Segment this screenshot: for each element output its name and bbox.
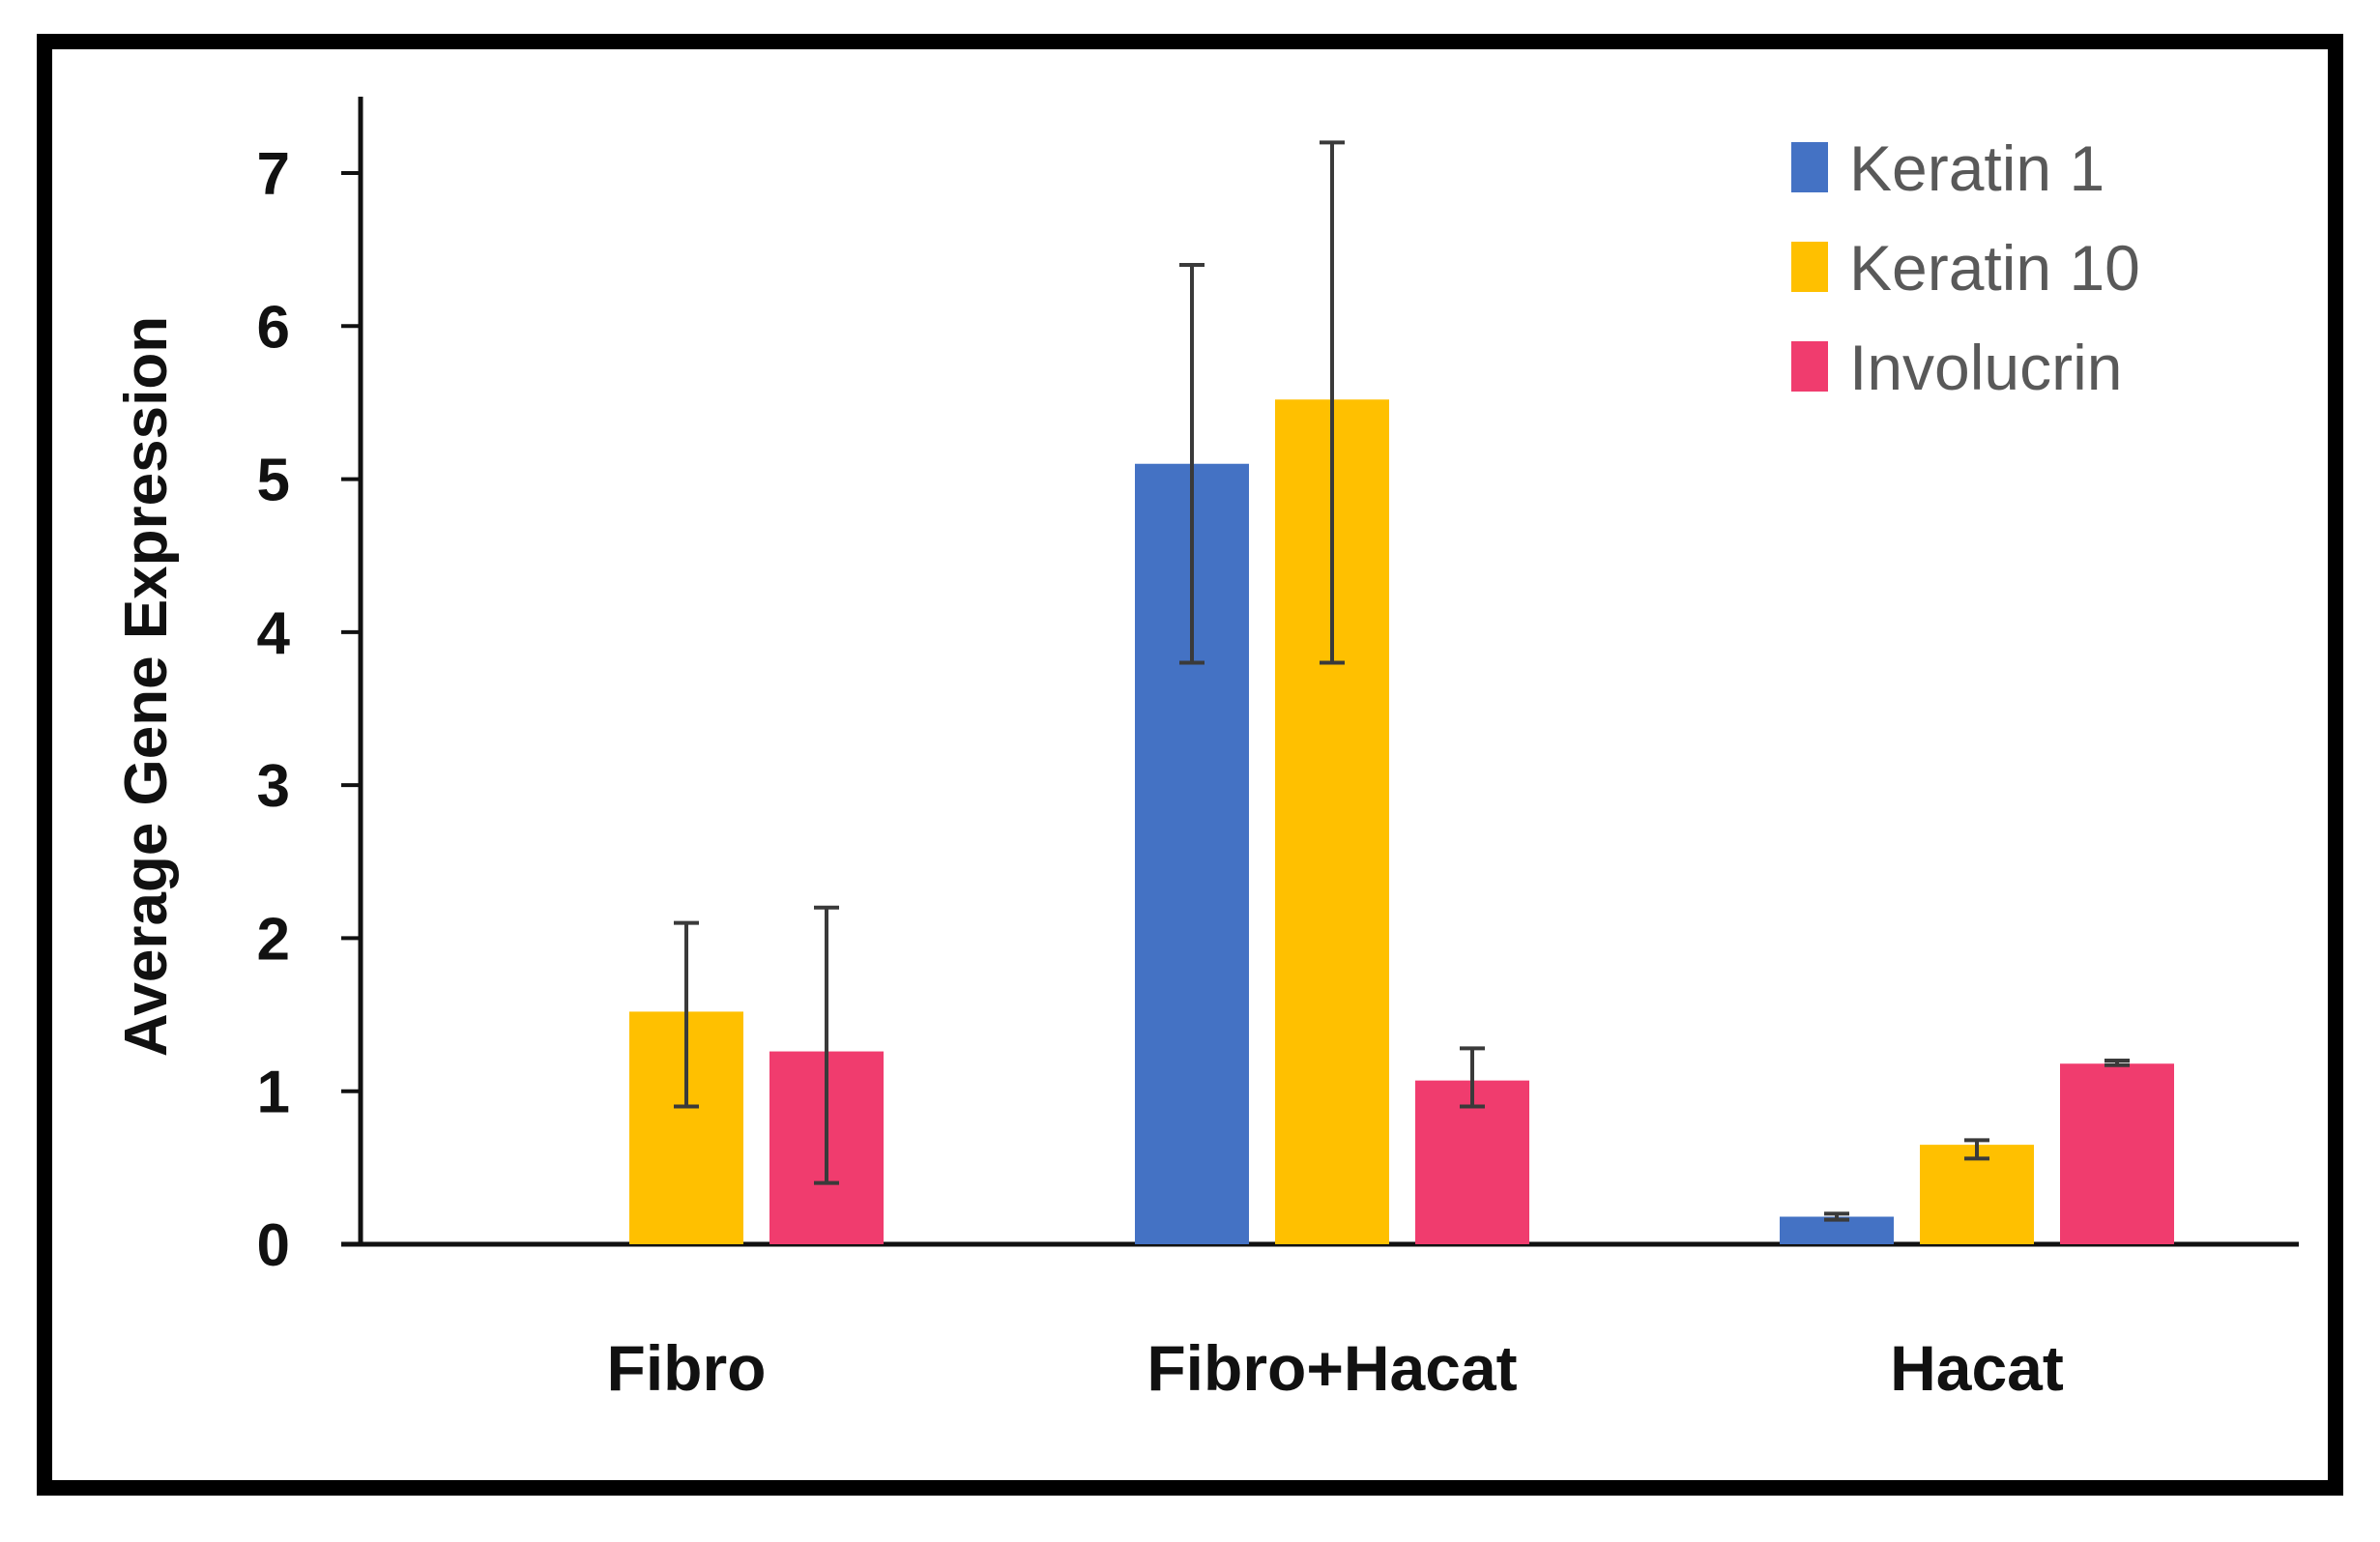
y-tick-label: 5 <box>257 448 290 514</box>
error-bars <box>674 140 2130 1222</box>
y-tick-label: 4 <box>257 600 291 667</box>
y-tick-label: 6 <box>257 294 290 361</box>
legend-swatch <box>1791 242 1828 292</box>
legend-label: Keratin 1 <box>1849 132 2104 204</box>
x-category-label: Hacat <box>1890 1332 2064 1404</box>
y-tick-label: 2 <box>257 906 290 973</box>
legend-label: Involucrin <box>1849 332 2122 403</box>
y-tick-label: 7 <box>257 141 290 208</box>
x-category-label: Fibro+Hacat <box>1146 1332 1517 1404</box>
bar <box>1920 1145 2034 1244</box>
legend: Keratin 1 Keratin 10 Involucrin <box>1791 132 2140 403</box>
y-tick-label: 0 <box>257 1212 290 1279</box>
x-category-label: Fibro <box>607 1332 767 1404</box>
legend-label: Keratin 10 <box>1849 232 2140 304</box>
legend-swatch <box>1791 341 1828 392</box>
bars <box>629 399 2174 1245</box>
axis-labels: Average Gene Expression 0 1 2 3 4 5 6 7 Fibro Fib… <box>113 141 2064 1404</box>
y-tick-label: 1 <box>257 1060 290 1126</box>
y-tick-label: 3 <box>257 753 290 820</box>
bar <box>2060 1063 2174 1244</box>
y-axis-title: Average Gene Expression <box>113 316 180 1057</box>
legend-swatch <box>1791 142 1828 192</box>
